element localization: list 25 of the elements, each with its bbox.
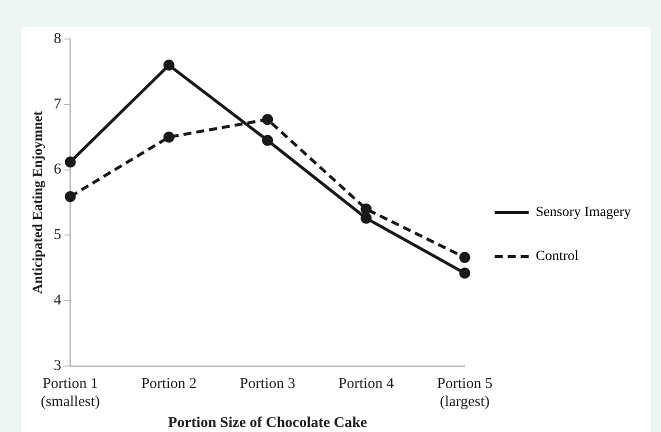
x-tick-label: Portion 5 (largest) [437,376,492,410]
x-tick-label: Portion 1 (smallest) [40,376,100,410]
y-tick-label: 8 [54,30,62,47]
point [262,114,274,125]
x-tick-label: Portion 3 [240,376,296,392]
point [262,134,274,146]
legend-label: Sensory Imagery [536,205,632,220]
point [360,212,372,224]
y-axis-title: Anticipated Eating Enjoymnet [31,110,46,294]
legend-label: Control [536,249,579,264]
y-tick-label: 6 [54,162,62,178]
y-tick-label: 5 [54,227,62,244]
point [459,252,470,263]
point [163,60,174,71]
point [360,204,372,215]
x-tick-label: Portion 2 [141,376,197,392]
y-tick-label: 7 [54,96,62,112]
x-axis-title: Portion Size of Chocolate Cake [168,414,368,431]
point [64,191,76,202]
y-tick-label: 4 [54,292,62,309]
point [459,268,470,279]
y-tick-label: 3 [54,358,62,374]
point [64,156,76,168]
x-tick-label: Portion 4 [338,376,394,392]
point [163,132,174,143]
